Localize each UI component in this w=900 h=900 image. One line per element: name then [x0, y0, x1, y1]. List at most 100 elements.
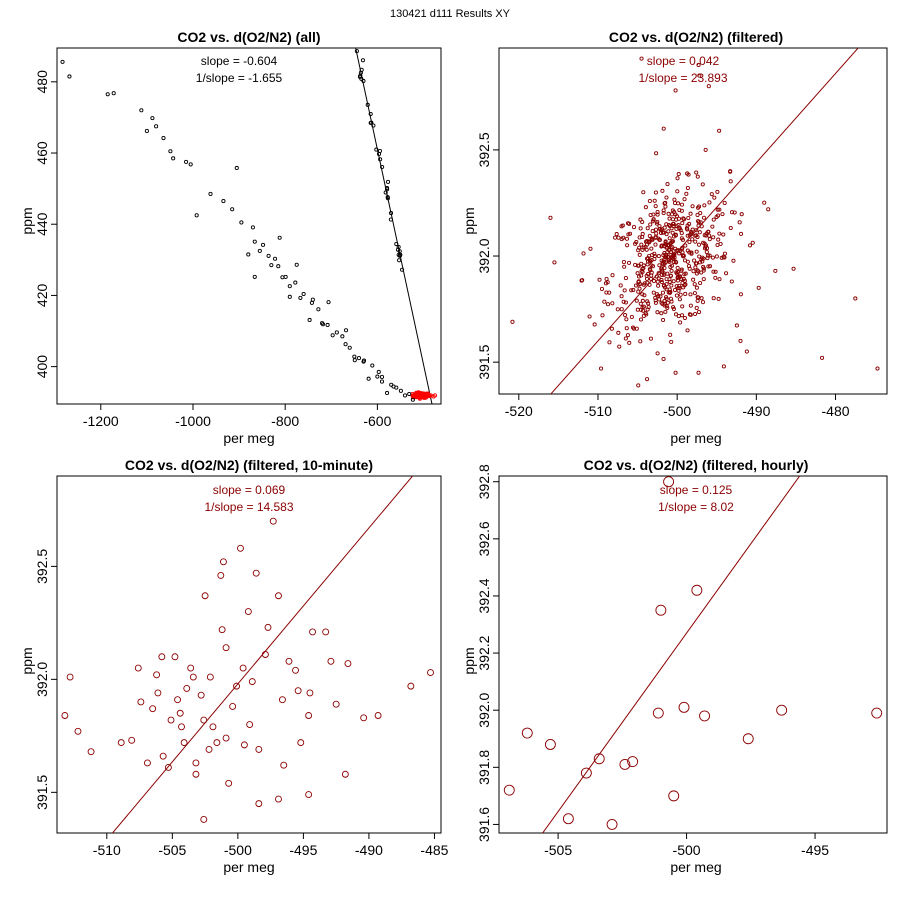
data-point [711, 235, 716, 240]
y-tick-label: 392.2 [476, 635, 492, 670]
data-point [716, 213, 721, 218]
data-point [642, 293, 647, 298]
x-tick-label: -485 [420, 842, 448, 858]
data-point [685, 328, 690, 333]
data-point [642, 281, 647, 286]
slope-annotation-hourly: slope = 0.125 [660, 483, 733, 497]
data-point [738, 292, 743, 297]
data-point [681, 276, 686, 282]
data-point [715, 207, 720, 212]
data-point [67, 74, 72, 79]
data-point [394, 241, 399, 247]
plot-area-hourly: -505 -500 -495 391.6 391.8 392.0 392.2 392.4 392… [476, 464, 888, 858]
data-point [717, 207, 722, 212]
data-point [666, 211, 671, 216]
data-point [674, 224, 679, 229]
data-point [661, 211, 666, 216]
data-point [277, 235, 282, 240]
data-point [670, 230, 675, 235]
data-point [696, 220, 701, 225]
data-point [647, 282, 652, 287]
data-point [705, 256, 710, 261]
data-point [701, 266, 706, 271]
data-point [641, 245, 646, 250]
plot-frame [498, 47, 888, 395]
data-point [280, 761, 288, 769]
data-point [694, 228, 699, 233]
data-point [353, 44, 356, 47]
y-tick-label: 400 [34, 355, 50, 379]
data-point [685, 233, 690, 238]
data-point [681, 285, 686, 290]
data-point [213, 739, 221, 747]
data-point [183, 684, 191, 692]
data-point [690, 204, 695, 209]
data-point [689, 250, 694, 255]
data-point [648, 222, 653, 227]
data-point [696, 62, 701, 68]
data-point [351, 29, 354, 32]
data-point [154, 124, 159, 129]
data-point [738, 338, 743, 343]
data-point [647, 267, 652, 272]
data-point [246, 721, 254, 728]
data-point [636, 279, 641, 285]
data-point [667, 216, 672, 221]
data-point [510, 319, 515, 324]
data-point [637, 235, 642, 240]
data-point [654, 292, 659, 297]
data-point [688, 211, 693, 216]
data-point [685, 248, 690, 253]
data-point [721, 232, 726, 237]
data-point [692, 291, 697, 296]
data-point [656, 283, 661, 288]
data-point [347, 345, 352, 350]
data-point [647, 253, 652, 259]
data-point [174, 696, 182, 704]
data-point [306, 689, 314, 697]
data-point [192, 759, 200, 767]
data-point [222, 734, 230, 742]
data-point [673, 259, 678, 264]
data-point [638, 217, 643, 222]
data-point [154, 689, 162, 697]
panel-title-all: CO2 vs. d(O2/N2) (all) [177, 29, 320, 45]
data-point [657, 227, 662, 232]
data-point [225, 779, 233, 787]
data-point [708, 264, 713, 269]
data-point [371, 123, 376, 128]
data-point [334, 330, 339, 335]
data-point [634, 298, 639, 303]
data-point [651, 212, 656, 217]
data-point [402, 393, 408, 398]
data-point [686, 216, 691, 221]
data-point [716, 237, 721, 242]
data-point [627, 756, 639, 768]
data-point [261, 242, 266, 247]
data-point [718, 241, 723, 246]
data-point [655, 210, 660, 215]
data-point [711, 217, 716, 222]
data-point [645, 377, 650, 382]
data-point [696, 310, 702, 315]
data-point [276, 264, 281, 269]
data-point [208, 191, 213, 197]
data-point [683, 291, 688, 296]
data-point [621, 299, 626, 304]
data-point [252, 569, 260, 577]
data-point [653, 242, 658, 247]
data-point [663, 240, 668, 245]
data-point [617, 344, 622, 349]
plot-area-filtered: -520 -510 -500 -490 -480 391.5 392.0 392.5 [476, 47, 888, 419]
data-point [105, 92, 110, 97]
data-point [685, 223, 690, 228]
data-point [691, 584, 703, 596]
data-point [246, 252, 251, 257]
data-point [655, 279, 660, 284]
slope-annotation-all: slope = -0.604 [201, 54, 278, 68]
data-point [664, 195, 669, 200]
slope-annotation-filtered: slope = 0.042 [647, 54, 720, 68]
data-point [716, 296, 721, 301]
data-point [360, 714, 368, 722]
data-point [257, 248, 262, 253]
